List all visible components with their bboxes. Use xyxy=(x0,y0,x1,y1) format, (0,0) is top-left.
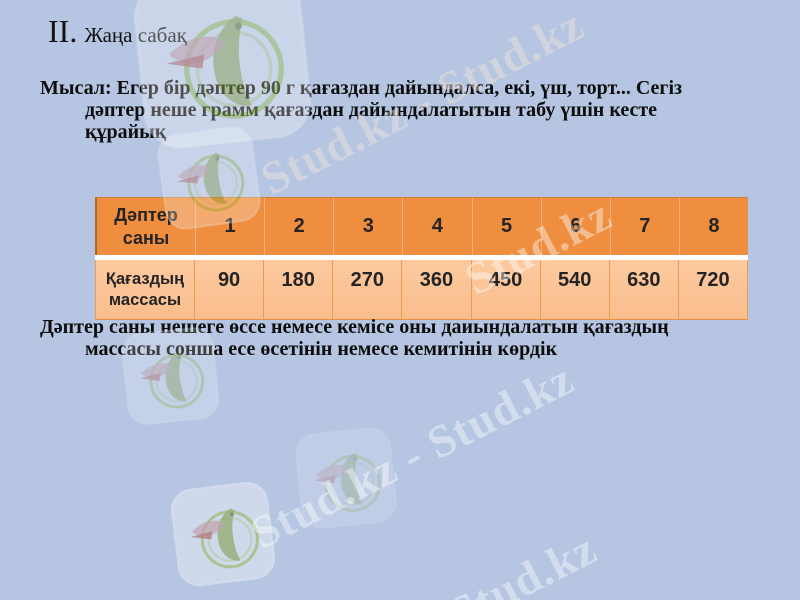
table-cell: 630 xyxy=(608,260,678,319)
table-row-divider xyxy=(95,255,748,260)
table-cell: 3 xyxy=(333,198,402,255)
table-cell: 360 xyxy=(401,260,470,319)
table-cell: 540 xyxy=(539,260,609,319)
table-cell: 720 xyxy=(677,260,747,319)
notebook-mass-table: Дәптер саны 1 2 3 4 5 6 7 8 Қағаздың мас… xyxy=(95,197,748,320)
table-header-row: Дәптер саны 1 2 3 4 5 6 7 8 xyxy=(95,197,748,255)
table-header-label: Дәптер саны xyxy=(114,205,178,248)
table-cell: 1 xyxy=(195,198,264,255)
studkz-watermark-text: Stud.kz xyxy=(441,522,605,600)
table-cell: 6 xyxy=(540,198,610,255)
studkz-watermark-text: Stud.kz - Stud.kz xyxy=(242,352,582,559)
table-body-row: Қағаздың массасы 90 180 270 360 450 540 … xyxy=(95,260,748,320)
table-body-label: Қағаздың массасы xyxy=(105,269,185,309)
intro-paragraph: Мысал: Егер бір дәптер 90 г қағаздан дай… xyxy=(40,77,683,143)
conclusion-paragraph: Дәптер саны нешеге өссе немесе кемісе он… xyxy=(40,316,669,360)
hummingbird-logo-icon xyxy=(287,423,405,534)
table-cell: 4 xyxy=(402,198,471,255)
slide-title-numeral: II. xyxy=(48,13,78,49)
table-cell: 5 xyxy=(471,198,541,255)
table-cell: 90 xyxy=(194,260,263,319)
table-cell: 270 xyxy=(332,260,401,319)
table-cell: 8 xyxy=(678,198,748,255)
slide-title-text: Жаңа сабақ xyxy=(84,23,187,47)
table-cell: 180 xyxy=(263,260,332,319)
hummingbird-logo-icon xyxy=(156,476,290,592)
table-cell: 7 xyxy=(609,198,679,255)
table-cell: 2 xyxy=(264,198,333,255)
slide-title: II. Жаңа сабақ xyxy=(48,14,187,48)
table-cell: 450 xyxy=(470,260,540,319)
